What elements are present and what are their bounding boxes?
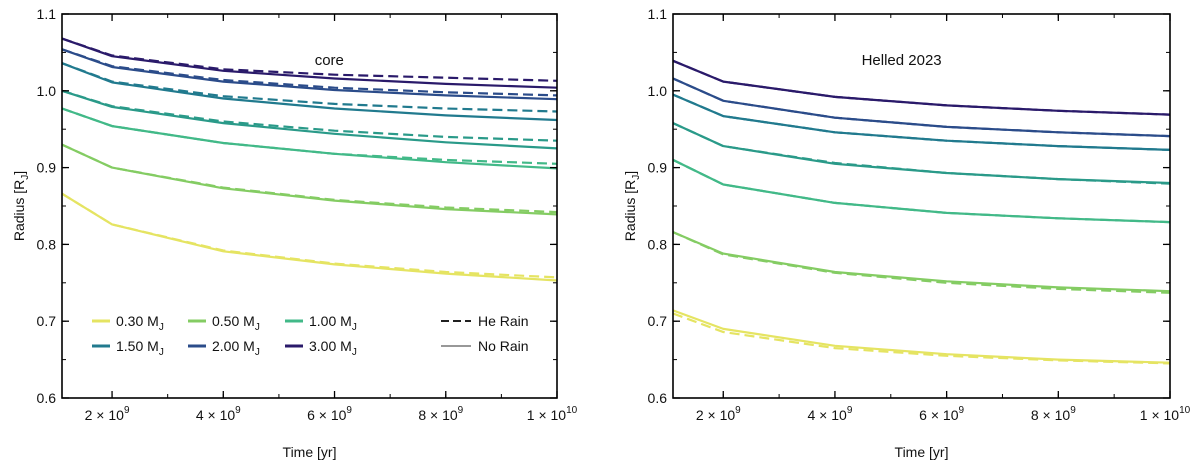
x-tick-label: 4 × 109 (196, 405, 241, 423)
legend-entry: 1.50 MJ (116, 338, 164, 358)
legend-entry: 1.00 MJ (309, 313, 357, 333)
y-tick-label: 1.0 (37, 83, 57, 99)
legend-entry: 0.50 MJ (212, 313, 260, 333)
x-tick-label: 6 × 109 (919, 405, 964, 423)
legend-entry: 0.30 MJ (116, 313, 164, 333)
panel-title: Helled 2023 (862, 52, 942, 69)
series-line-he-rain-3 (672, 122, 1171, 185)
panel-title: core (315, 52, 344, 69)
series-line-he-rain-1 (672, 231, 1171, 294)
series-line-he-rain-5 (672, 77, 1171, 138)
series-line-no-rain-2 (61, 107, 558, 170)
series-line-no-rain-5 (61, 48, 558, 101)
series-line-he-rain-2 (61, 107, 558, 165)
panel-helled-2023: 0.6 0.7 0.8 0.9 1.0 1.1 2 × 109 4 × 109 6 × 109 8… (622, 6, 1191, 460)
legend-style-entry: No Rain (478, 338, 529, 354)
legend-entry: 2.00 MJ (212, 338, 260, 358)
x-axis-label: Time [yr] (895, 444, 949, 460)
y-tick-label: 0.7 (648, 313, 668, 329)
x-tick-label: 1 × 1010 (1140, 405, 1191, 423)
series-line-he-rain-4 (672, 93, 1171, 151)
y-tick-label: 0.8 (648, 236, 668, 252)
y-tick-label: 0.6 (648, 390, 668, 406)
series-line-no-rain-3 (61, 89, 558, 150)
legend-entry: 3.00 MJ (309, 338, 357, 358)
y-tick-label: 0.9 (37, 160, 57, 176)
y-axis-label: Radius [RJ] (622, 171, 642, 241)
series-line-he-rain-5 (61, 48, 558, 97)
x-tick-label: 1 × 1010 (527, 405, 578, 423)
x-tick-label: 8 × 109 (418, 405, 463, 423)
y-tick-label: 1.1 (648, 6, 668, 22)
series-line-he-rain-1 (61, 143, 558, 214)
series-line-no-rain-6 (61, 37, 558, 89)
x-tick-label: 2 × 109 (696, 405, 741, 423)
y-tick-label: 0.8 (37, 236, 57, 252)
series-line-no-rain-4 (61, 62, 558, 122)
series-line-he-rain-2 (672, 158, 1171, 224)
y-tick-label: 1.0 (648, 83, 668, 99)
x-tick-label: 8 × 109 (1031, 405, 1076, 423)
y-tick-label: 0.9 (648, 160, 668, 176)
series-line-he-rain-6 (672, 59, 1171, 116)
series-line-he-rain-0 (672, 312, 1171, 365)
x-tick-label: 4 × 109 (807, 405, 852, 423)
x-tick-label: 2 × 109 (85, 405, 130, 423)
series-line-he-rain-0 (61, 192, 558, 279)
series-line-he-rain-4 (61, 62, 558, 113)
y-tick-label: 0.7 (37, 313, 57, 329)
series-line-he-rain-3 (61, 89, 558, 142)
panel-core: 0.6 0.7 0.8 0.9 1.0 1.1 2 × 109 4 × 109 6 × 109 8… (11, 6, 578, 460)
x-tick-label: 6 × 109 (307, 405, 352, 423)
series-line-he-rain-6 (61, 37, 558, 82)
y-tick-label: 0.6 (37, 390, 57, 406)
y-axis-label: Radius [RJ] (11, 171, 31, 241)
legend-style-entry: He Rain (478, 313, 529, 329)
y-tick-label: 1.1 (37, 6, 57, 22)
x-axis-label: Time [yr] (283, 444, 337, 460)
